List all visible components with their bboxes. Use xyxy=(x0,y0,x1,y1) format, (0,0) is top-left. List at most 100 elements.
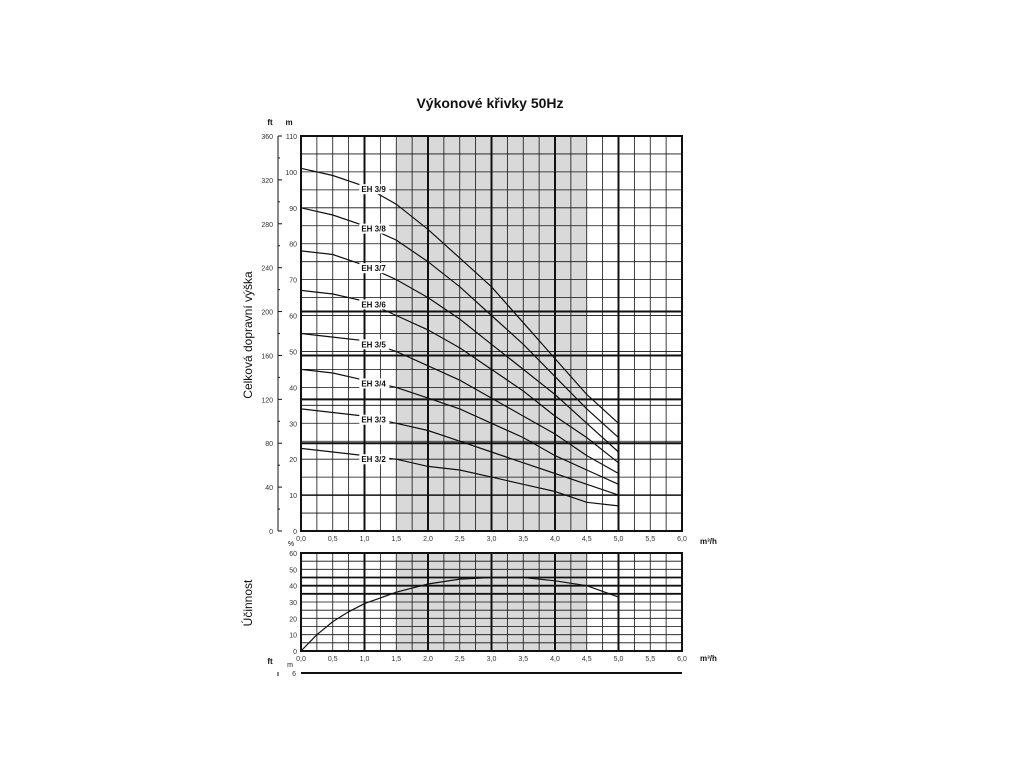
head-curve xyxy=(300,408,619,496)
y-tick-label: 30 xyxy=(289,600,297,607)
ft-tick-label: 320 xyxy=(261,178,273,185)
ft-tick-label: 200 xyxy=(261,310,273,317)
ft-tick-label: 0 xyxy=(269,529,273,536)
head-chart: EH 3/9 EH 3/8 EH 3/7 EH 3/6 EH 3/5 EH 3/4 EH 3… xyxy=(241,118,717,546)
y-tick-label: 80 xyxy=(289,242,297,249)
curve-label: EH 3/9 xyxy=(361,185,386,194)
x-tick-label: 4,0 xyxy=(550,656,560,663)
y-tick-label: 70 xyxy=(289,278,297,285)
x-tick-label: 3,0 xyxy=(487,536,497,543)
curve-label: EH 3/8 xyxy=(361,225,386,234)
head-curve xyxy=(300,207,619,439)
x-tick-label: 6,0 xyxy=(677,656,687,663)
head-curve xyxy=(300,332,619,475)
curve-label: EH 3/2 xyxy=(361,455,386,464)
curve-label: EH 3/6 xyxy=(361,300,386,309)
y-tick-label: 100 xyxy=(285,170,297,177)
y-tick-label: 30 xyxy=(289,421,297,428)
curve-label-bg xyxy=(359,223,390,234)
bottom-unit-ft: ft xyxy=(267,657,273,666)
x-tick-label: 2,5 xyxy=(455,656,465,663)
y-tick-label: 60 xyxy=(289,551,297,558)
y-tick-label: 50 xyxy=(289,567,297,574)
y-tick-label: 90 xyxy=(289,206,297,213)
ft-tick-label: 160 xyxy=(261,353,273,360)
curve-label-bg xyxy=(359,339,390,350)
x-tick-label: 4,5 xyxy=(582,656,592,663)
head-curve xyxy=(300,289,619,464)
y-tick-label: 0 xyxy=(293,529,297,536)
y-tick-label: 20 xyxy=(289,616,297,623)
x-tick-label: 6,0 xyxy=(677,536,687,543)
x-tick-label: 2,0 xyxy=(423,656,433,663)
x-tick-label: 5,0 xyxy=(614,536,624,543)
y-tick-label: 60 xyxy=(289,314,297,321)
y-tick-label: 0 xyxy=(293,649,297,656)
head-curves xyxy=(300,167,619,507)
x-tick-label: 5,0 xyxy=(614,656,624,663)
efficiency-y-axis-label: Účinnost xyxy=(240,579,255,626)
chart-title: Výkonové křivky 50Hz xyxy=(416,95,563,111)
head-unit-ft: ft xyxy=(267,118,273,127)
head-grid xyxy=(300,135,683,532)
efficiency-chart: 0,0 0,5 1,0 1,5 2,0 2,5 3,0 3,5 4,0 4,5 5,0 5,5 6,0 0… xyxy=(240,541,717,663)
head-y-axis-label: Celková dopravní výška xyxy=(241,271,255,399)
efficiency-unit: % xyxy=(288,541,294,548)
ft-tick-label: 120 xyxy=(261,397,273,404)
curve-label-bg xyxy=(359,299,390,310)
y-tick-label: 10 xyxy=(289,633,297,640)
efficiency-curve xyxy=(300,576,619,652)
ft-tick-label: 360 xyxy=(261,134,273,141)
head-curve xyxy=(300,167,619,424)
x-tick-label: 0,0 xyxy=(296,536,306,543)
curve-label: EH 3/4 xyxy=(361,379,386,388)
curve-label-bg xyxy=(359,414,390,425)
plot-frame xyxy=(300,552,683,652)
y-tick-label: 20 xyxy=(289,457,297,464)
curve-label: EH 3/3 xyxy=(361,416,386,425)
x-tick-label: 5,5 xyxy=(645,656,655,663)
y-tick-label: 10 xyxy=(289,493,297,500)
x-tick-label: 1,0 xyxy=(360,656,370,663)
x-tick-label: 1,5 xyxy=(391,656,401,663)
efficiency-x-axis-label: m³/h xyxy=(700,654,717,663)
head-curve xyxy=(300,250,619,453)
ft-tick-label: 240 xyxy=(261,266,273,273)
x-tick-label: 4,5 xyxy=(582,536,592,543)
ft-tick-label: 80 xyxy=(265,441,273,448)
curve-label-bg xyxy=(359,263,390,274)
curve-label-bg xyxy=(359,184,390,195)
curve-label-bg xyxy=(359,378,390,389)
ft-tick-label: 280 xyxy=(261,222,273,229)
y-tick-label: 50 xyxy=(289,349,297,356)
ft-tick-label: 40 xyxy=(265,485,273,492)
x-tick-label: 4,0 xyxy=(550,536,560,543)
x-tick-label: 3,5 xyxy=(518,656,528,663)
x-tick-label: 0,0 xyxy=(296,656,306,663)
x-tick-label: 1,5 xyxy=(391,536,401,543)
y-tick-label: 40 xyxy=(289,584,297,591)
x-tick-label: 3,0 xyxy=(487,656,497,663)
x-tick-label: 2,0 xyxy=(423,536,433,543)
x-tick-label: 3,5 xyxy=(518,536,528,543)
bottom-unit-m: m xyxy=(287,662,293,669)
x-tick-label: 5,5 xyxy=(645,536,655,543)
curve-label: EH 3/5 xyxy=(361,340,386,349)
head-x-axis-label: m³/h xyxy=(700,537,717,546)
x-tick-label: 2,5 xyxy=(455,536,465,543)
efficiency-curve-group xyxy=(300,576,619,652)
x-tick-label: 0,5 xyxy=(328,536,338,543)
head-curve xyxy=(300,447,619,507)
bottom-strip: ft m 6 xyxy=(267,657,682,678)
efficiency-grid xyxy=(300,552,683,652)
y-tick-label: 110 xyxy=(286,134,297,141)
head-curve xyxy=(300,368,619,485)
curve-label-bg xyxy=(359,454,390,465)
head-unit-m: m xyxy=(285,118,292,127)
x-tick-label: 0,5 xyxy=(328,656,338,663)
y-tick-label: 40 xyxy=(289,385,297,392)
x-tick-label: 1,0 xyxy=(360,536,370,543)
bottom-tick-label: 6 xyxy=(292,671,296,678)
curve-label: EH 3/7 xyxy=(361,264,386,273)
